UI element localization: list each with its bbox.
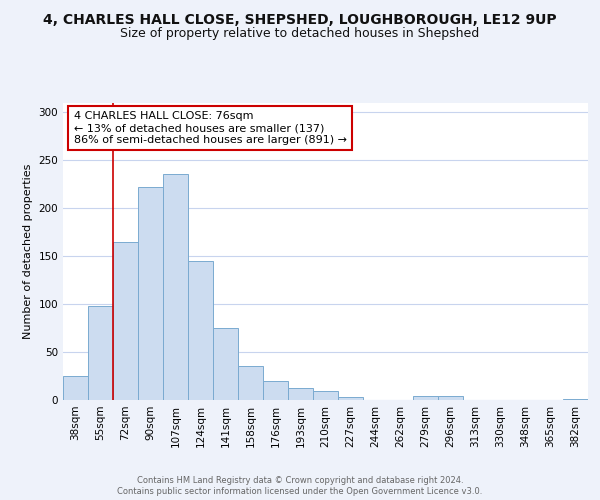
Y-axis label: Number of detached properties: Number of detached properties	[23, 164, 33, 339]
Text: Contains public sector information licensed under the Open Government Licence v3: Contains public sector information licen…	[118, 487, 482, 496]
Bar	[313, 392, 338, 400]
Bar	[288, 388, 313, 400]
Text: Size of property relative to detached houses in Shepshed: Size of property relative to detached ho…	[121, 28, 479, 40]
Text: Contains HM Land Registry data © Crown copyright and database right 2024.: Contains HM Land Registry data © Crown c…	[137, 476, 463, 485]
Bar	[238, 366, 263, 400]
Bar	[338, 397, 363, 400]
Bar	[88, 306, 113, 400]
Bar	[438, 396, 463, 400]
Bar	[413, 396, 438, 400]
Bar	[563, 399, 588, 400]
Text: 4 CHARLES HALL CLOSE: 76sqm
← 13% of detached houses are smaller (137)
86% of se: 4 CHARLES HALL CLOSE: 76sqm ← 13% of det…	[74, 112, 347, 144]
Bar	[263, 381, 288, 400]
Text: 4, CHARLES HALL CLOSE, SHEPSHED, LOUGHBOROUGH, LE12 9UP: 4, CHARLES HALL CLOSE, SHEPSHED, LOUGHBO…	[43, 12, 557, 26]
Bar	[213, 328, 238, 400]
Bar	[188, 261, 213, 400]
Bar	[113, 242, 138, 400]
Bar	[163, 174, 188, 400]
Bar	[63, 376, 88, 400]
Bar	[138, 187, 163, 400]
